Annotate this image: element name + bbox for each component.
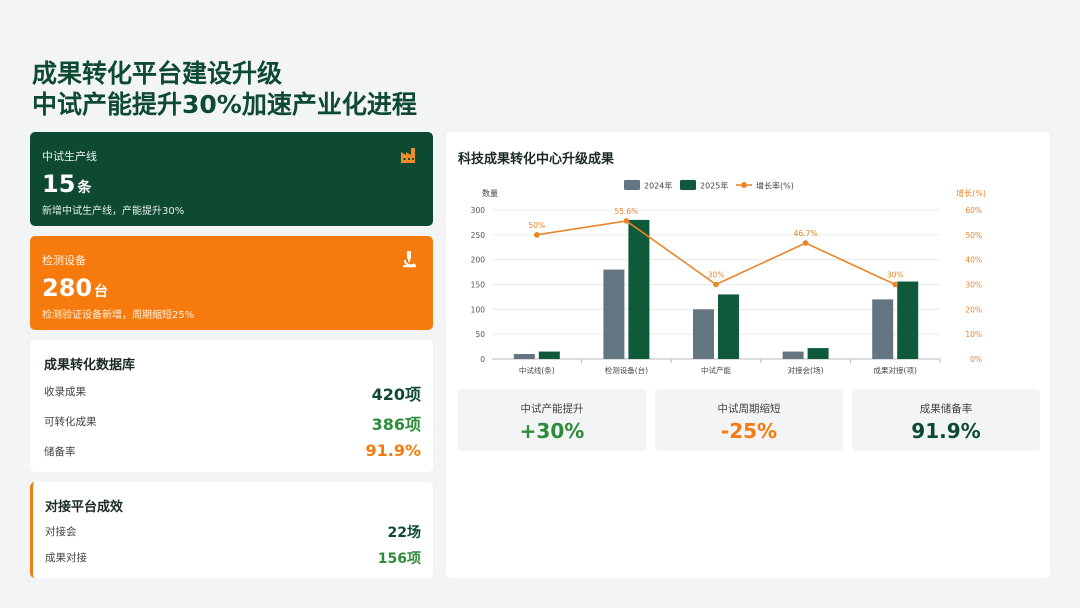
- chart-panel: 科技成果转化中心升级成果 2024年 2025年 增长率(%) 数量 增长(%) 0 50 1…: [446, 132, 1050, 578]
- y-tick-label: 150: [471, 281, 486, 290]
- growth-point: [713, 281, 719, 288]
- stat-value: +30%: [519, 419, 585, 443]
- kpi-number: 280: [42, 274, 93, 302]
- row-label: 成果对接: [45, 552, 87, 564]
- stat-card: 中试周期缩短 -25%: [655, 389, 843, 451]
- stat-label: 成果储备率: [919, 403, 973, 415]
- kpi-description: 新增中试生产线，产能提升30%: [42, 206, 185, 217]
- legend-swatch: [741, 182, 747, 188]
- kpi-value: 15 条: [42, 170, 91, 198]
- stat-value: -25%: [720, 419, 778, 443]
- bar-2024: [603, 269, 625, 359]
- kpi-value: 280 台: [42, 274, 108, 302]
- row-value: 420项: [371, 385, 421, 404]
- factory-icon: [401, 148, 415, 163]
- growth-point: [892, 281, 898, 288]
- y-tick-label: 200: [471, 256, 486, 265]
- platform-title: 对接平台成效: [45, 500, 124, 515]
- row-label: 可转化成果: [44, 416, 97, 428]
- y2-tick-label: 40%: [965, 256, 982, 265]
- y2-tick-label: 30%: [965, 281, 982, 290]
- stat-card: 中试产能提升 +30%: [458, 389, 646, 451]
- bar-2025: [897, 281, 919, 359]
- database-panel: 成果转化数据库 收录成果 420项 可转化成果 386项 储备率 91.9%: [30, 340, 433, 472]
- growth-data-label: 50%: [528, 221, 545, 230]
- kpi-unit: 台: [94, 284, 109, 300]
- y-tick-label: 250: [471, 231, 486, 240]
- stat-value: 91.9%: [911, 419, 981, 443]
- kpi-unit: 条: [77, 180, 92, 196]
- bar-2025: [628, 219, 650, 359]
- combo-chart: 2024年 2025年 增长率(%) 数量 增长(%) 0 50 100 150 200 250 30…: [471, 180, 986, 375]
- y-tick-label: 300: [471, 206, 486, 215]
- y2-tick-label: 50%: [965, 231, 982, 240]
- legend-label: 2024年: [644, 181, 672, 191]
- x-tick-label: 中试线(条): [519, 365, 555, 375]
- row-value: 156项: [377, 551, 421, 567]
- legend-label: 2025年: [700, 181, 728, 191]
- growth-point: [802, 240, 809, 246]
- legend-swatch: [624, 180, 640, 190]
- chart-title: 科技成果转化中心升级成果: [458, 152, 615, 167]
- kpi-label: 中试生产线: [42, 150, 97, 163]
- bar-2024: [782, 351, 804, 359]
- growth-data-label: 30%: [708, 271, 725, 280]
- kpi-label: 检测设备: [42, 254, 86, 267]
- y-tick-label: 100: [471, 305, 486, 314]
- page-title-line2: 中试产能提升30%加速产业化进程: [32, 90, 417, 119]
- growth-point: [534, 232, 540, 238]
- platform-panel: 对接平台成效 对接会 22场 成果对接 156项: [30, 482, 433, 578]
- page-title: 成果转化平台建设升级 中试产能提升30%加速产业化进程: [32, 58, 417, 120]
- x-tick-label: 检测设备(台): [605, 365, 648, 375]
- row-value: 386项: [371, 415, 421, 434]
- stat-card: 成果储备率 91.9%: [852, 389, 1040, 451]
- bar-2024: [513, 354, 535, 359]
- y-tick-label: 0: [480, 355, 485, 364]
- database-title: 成果转化数据库: [44, 358, 136, 373]
- legend-label: 增长率(%): [756, 181, 794, 191]
- y2-tick-label: 0%: [970, 355, 982, 364]
- y2-axis-title: 增长(%): [956, 188, 986, 198]
- kpi-card-equipment: 检测设备 280 台 检测验证设备新增，周期缩短25%: [30, 236, 433, 330]
- y2-tick-label: 10%: [965, 330, 982, 339]
- stat-label: 中试周期缩短: [717, 403, 781, 415]
- y2-tick-label: 20%: [965, 305, 982, 314]
- stat-label: 中试产能提升: [520, 403, 584, 415]
- kpi-description: 检测验证设备新增，周期缩短25%: [42, 310, 195, 321]
- microscope-icon: [403, 251, 416, 268]
- row-label: 储备率: [44, 446, 76, 458]
- row-label: 对接会: [45, 526, 77, 538]
- growth-data-label: 55.6%: [614, 207, 638, 216]
- x-tick-label: 中试产能: [701, 365, 731, 375]
- x-tick-label: 对接会(场): [788, 365, 824, 375]
- row-value: 22场: [387, 525, 421, 541]
- growth-data-label: 46.7%: [794, 229, 818, 238]
- growth-data-label: 30%: [887, 271, 904, 280]
- legend-swatch: [680, 180, 696, 190]
- bar-2024: [872, 299, 894, 359]
- bar-2024: [693, 309, 714, 359]
- bar-2025: [718, 294, 739, 359]
- bar-2025: [807, 348, 829, 359]
- y-axis-title: 数量: [482, 188, 498, 198]
- growth-point: [623, 218, 630, 224]
- x-tick-label: 成果对接(项): [874, 365, 917, 375]
- page-title-line1: 成果转化平台建设升级: [32, 59, 283, 88]
- row-label: 收录成果: [44, 386, 86, 398]
- y2-tick-label: 60%: [965, 206, 982, 215]
- kpi-card-pilot-lines: 中试生产线 15 条 新增中试生产线，产能提升30%: [30, 132, 433, 226]
- kpi-number: 15: [42, 170, 76, 198]
- row-value: 91.9%: [365, 441, 421, 460]
- y-tick-label: 50: [475, 330, 485, 339]
- bar-2025: [538, 351, 560, 359]
